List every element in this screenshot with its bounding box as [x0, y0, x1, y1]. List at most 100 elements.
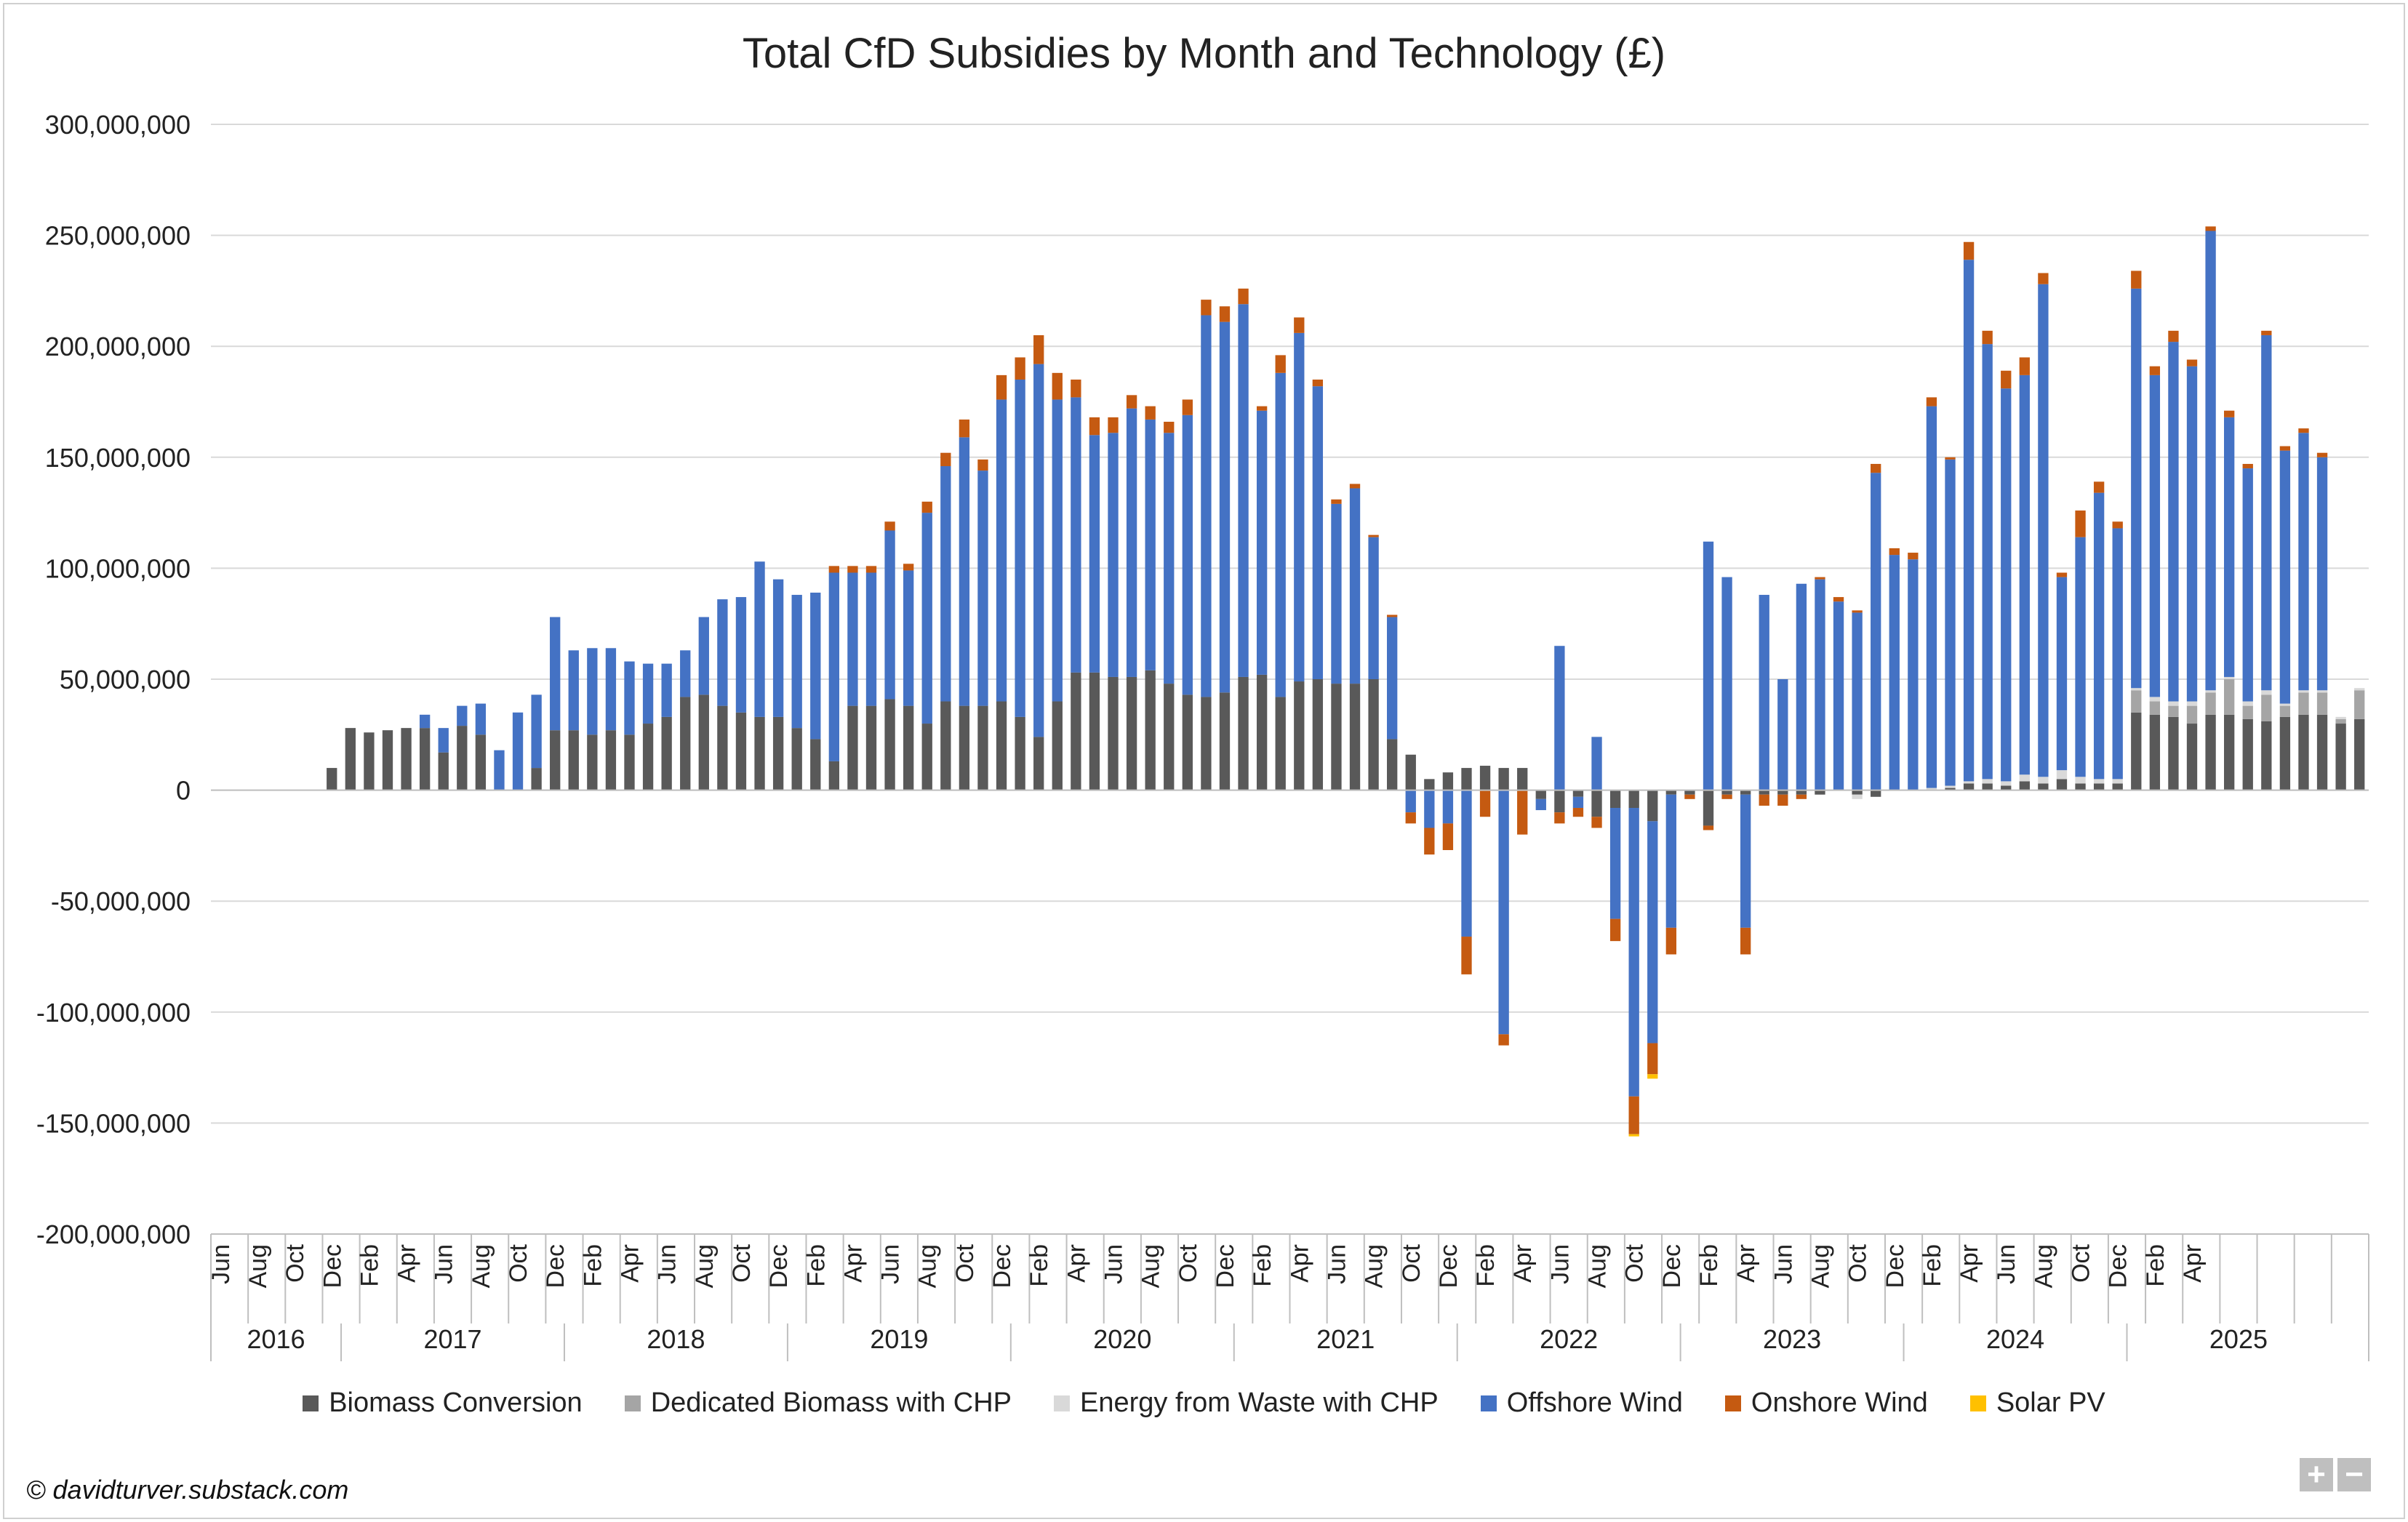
bar-segment: [2316, 692, 2328, 715]
x-month-label: Feb: [802, 1244, 830, 1287]
bar-segment: [1517, 768, 1528, 790]
bar-segment: [1572, 808, 1584, 817]
swatch: [1724, 1395, 1741, 1411]
bar-segment: [1442, 823, 1454, 851]
bar-segment: [1145, 406, 1156, 420]
x-month-label: Oct: [505, 1243, 532, 1282]
x-month-label: Oct: [951, 1243, 979, 1282]
x-year-label: 2021: [1316, 1324, 1375, 1354]
bar-segment: [735, 597, 747, 713]
bar-segment: [1535, 790, 1546, 799]
bar-segment: [2298, 433, 2309, 691]
bar-segment: [1889, 555, 1900, 790]
legend-item-energy-from-waste: Energy from Waste with CHP: [1054, 1387, 1439, 1419]
bar-segment: [2242, 718, 2253, 790]
x-month-label: Jun: [1769, 1244, 1797, 1284]
bar-segment: [2279, 446, 2291, 451]
y-tick-label: 100,000,000: [45, 553, 191, 583]
legend-label: Onshore Wind: [1751, 1387, 1928, 1418]
x-month-label: Aug: [1137, 1244, 1165, 1289]
bar-segment: [2019, 375, 2030, 775]
x-year-label: 2018: [647, 1324, 705, 1354]
swatch: [1054, 1395, 1070, 1411]
bar-segment: [2149, 701, 2161, 715]
y-tick-label: 0: [176, 776, 191, 806]
bar-segment: [810, 739, 821, 790]
bar-segment: [1368, 679, 1379, 790]
legend-item-dedicated-biomass: Dedicated Biomass with CHP: [624, 1387, 1012, 1419]
bar-segment: [791, 595, 802, 729]
bar-segment: [772, 716, 784, 790]
bar-segment: [531, 694, 542, 769]
bar-segment: [2168, 716, 2179, 790]
bar-segment: [1312, 679, 1324, 790]
y-tick-label: -50,000,000: [51, 886, 191, 916]
bar-segment: [884, 699, 895, 790]
bar-segment: [1089, 435, 1100, 673]
bar-segment: [1945, 785, 1956, 788]
bar-segment: [1777, 679, 1788, 790]
bar-segment: [1219, 692, 1231, 790]
bar-segment: [1982, 783, 1993, 790]
bar-segment: [2019, 781, 2030, 790]
bar-segment: [1740, 794, 1751, 928]
bar-segment: [1647, 1074, 1658, 1079]
bar-segment: [1331, 499, 1342, 504]
bar-segment: [1015, 379, 1025, 717]
x-month-label: Feb: [2142, 1244, 2169, 1287]
bar-segment: [2001, 388, 2012, 782]
swatch: [1480, 1395, 1497, 1411]
bar-segment: [1275, 355, 1286, 373]
bar-segment: [977, 705, 988, 790]
bar-segment: [2205, 226, 2216, 231]
bar-segment: [921, 724, 932, 790]
bar-segment: [996, 375, 1007, 400]
bar-segment: [1368, 537, 1379, 679]
bar-segment: [865, 566, 877, 573]
x-month-label: Oct: [728, 1243, 756, 1282]
bar-segment: [1033, 737, 1044, 790]
bar-segment: [1628, 1096, 1639, 1134]
bar-segment: [1609, 790, 1621, 809]
bar-segment: [996, 399, 1007, 702]
bar-segment: [1312, 386, 1324, 679]
bar-segment: [2205, 692, 2216, 715]
bar-segment: [2149, 714, 2161, 790]
bar-segment: [438, 752, 449, 790]
y-tick-label: 200,000,000: [45, 332, 191, 361]
bar-segment: [1908, 553, 1919, 560]
bar-segment: [1982, 344, 1993, 780]
bar-segment: [1015, 716, 1025, 790]
bar-segment: [1572, 790, 1584, 797]
bar-segment: [847, 705, 858, 790]
bar-segment: [847, 566, 858, 573]
x-month-label: Aug: [1584, 1244, 1612, 1289]
bar-segment: [1796, 583, 1807, 790]
bar-segment: [1554, 790, 1565, 813]
bar-segment: [1479, 766, 1491, 790]
bar-segment: [327, 768, 337, 790]
bar-segment: [2298, 428, 2309, 433]
bar-segment: [1424, 790, 1435, 828]
x-month-label: Oct: [1398, 1243, 1425, 1282]
x-month-label: Apr: [839, 1244, 867, 1283]
bar-segment: [364, 732, 375, 790]
bar-segment: [977, 459, 988, 471]
x-month-label: Jun: [431, 1244, 458, 1284]
y-tick-label: 250,000,000: [45, 221, 191, 251]
bar-segment: [624, 734, 635, 790]
bar-segment: [2261, 335, 2272, 691]
zoom-out-button[interactable]: −: [2337, 1458, 2371, 1491]
bar-segment: [1647, 821, 1658, 1044]
bar-segment: [1871, 473, 1881, 790]
bar-segment: [2335, 724, 2346, 790]
zoom-in-button[interactable]: +: [2300, 1458, 2333, 1491]
bar-segment: [1703, 825, 1714, 830]
bar-segment: [1349, 684, 1361, 790]
bar-segment: [2131, 271, 2142, 289]
bar-segment: [1982, 330, 1993, 345]
bar-segment: [1387, 614, 1398, 617]
x-year-label: 2017: [423, 1324, 481, 1354]
bar-segment: [1517, 790, 1528, 835]
x-month-label: Apr: [2179, 1244, 2207, 1283]
